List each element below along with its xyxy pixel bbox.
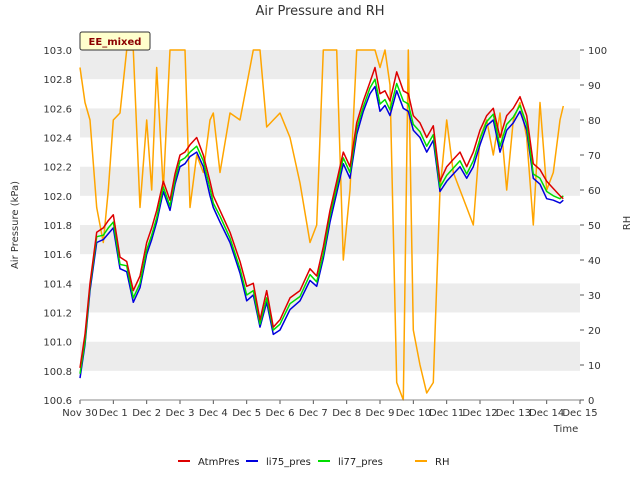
right-tick-label: 10 bbox=[588, 361, 601, 372]
right-axis-label: RH bbox=[622, 216, 633, 230]
x-tick-label: Dec 7 bbox=[299, 408, 328, 419]
station-tag-label: EE_mixed bbox=[89, 37, 142, 48]
series-lines bbox=[79, 49, 565, 401]
left-tick-label: 102.0 bbox=[43, 192, 72, 203]
right-tick-label: 90 bbox=[588, 81, 601, 92]
background-band bbox=[80, 50, 580, 80]
right-tick-label: 20 bbox=[588, 326, 601, 337]
series-line-li75-pres bbox=[79, 85, 564, 379]
x-tick-label: Dec 15 bbox=[562, 408, 597, 419]
x-tick-label: Nov 30 bbox=[62, 408, 97, 419]
legend-label: li77_pres bbox=[338, 457, 383, 468]
station-tag: EE_mixed bbox=[79, 31, 151, 51]
right-tick-label: 60 bbox=[588, 186, 601, 197]
series-line-atmpres bbox=[79, 66, 564, 369]
x-tick-label: Dec 13 bbox=[496, 408, 531, 419]
left-tick-label: 103.0 bbox=[43, 46, 72, 57]
right-tick-label: 30 bbox=[588, 291, 601, 302]
series-line-li77-pres bbox=[79, 78, 564, 374]
left-tick-label: 101.4 bbox=[43, 279, 72, 290]
background-band bbox=[80, 312, 580, 342]
legend-label: AtmPres bbox=[198, 457, 239, 468]
x-tick-label: Dec 10 bbox=[396, 408, 431, 419]
left-tick-label: 100.6 bbox=[43, 396, 72, 407]
left-tick-label: 101.6 bbox=[43, 250, 72, 261]
background-band bbox=[80, 225, 580, 255]
background-band bbox=[80, 254, 580, 284]
left-tick-label: 101.0 bbox=[43, 338, 72, 349]
x-axis-label: Time bbox=[553, 424, 578, 435]
legend: AtmPres li75_pres li77_pres RH bbox=[178, 457, 449, 468]
right-tick-label: 50 bbox=[588, 221, 601, 232]
x-tick-label: Dec 1 bbox=[99, 408, 128, 419]
x-tick-label: Dec 2 bbox=[132, 408, 161, 419]
x-tick-label: Dec 3 bbox=[166, 408, 195, 419]
x-tick-label: Dec 8 bbox=[332, 408, 361, 419]
left-tick-label: 102.4 bbox=[43, 134, 72, 145]
left-tick-label: 101.2 bbox=[43, 309, 72, 320]
background-band bbox=[80, 283, 580, 313]
x-axis-ticks: Nov 30 Dec 1 Dec 2 Dec 3 Dec 4 Dec 5 Dec 6 Dec … bbox=[62, 400, 598, 419]
x-tick-label: Dec 12 bbox=[462, 408, 497, 419]
right-tick-label: 40 bbox=[588, 256, 601, 267]
left-axis-ticks: 100.6 100.8 101.0 101.2 101.4 101.6 101.8 102.0… bbox=[43, 46, 72, 407]
right-tick-label: 100 bbox=[588, 46, 607, 57]
x-tick-label: Dec 4 bbox=[199, 408, 228, 419]
x-tick-label: Dec 11 bbox=[429, 408, 464, 419]
left-tick-label: 102.6 bbox=[43, 104, 72, 115]
right-tick-label: 70 bbox=[588, 151, 601, 162]
station-tag-box bbox=[79, 31, 151, 51]
legend-label: RH bbox=[435, 457, 449, 468]
left-tick-label: 102.8 bbox=[43, 75, 72, 86]
right-tick-label: 80 bbox=[588, 116, 601, 127]
left-tick-label: 100.8 bbox=[43, 367, 72, 378]
background-band bbox=[80, 370, 580, 400]
chart-title: Air Pressure and RH bbox=[255, 4, 384, 19]
background-band bbox=[80, 137, 580, 167]
x-tick-label: Dec 5 bbox=[232, 408, 261, 419]
x-tick-label: Dec 9 bbox=[366, 408, 395, 419]
background-bands bbox=[80, 50, 580, 400]
left-axis-label: Air Pressure (kPa) bbox=[10, 181, 21, 269]
background-band bbox=[80, 341, 580, 371]
x-tick-label: Dec 14 bbox=[529, 408, 564, 419]
right-tick-label: 0 bbox=[588, 396, 594, 407]
right-axis-ticks: 0 10 20 30 40 50 60 70 80 90 100 bbox=[580, 46, 607, 407]
left-tick-label: 102.2 bbox=[43, 163, 72, 174]
background-band bbox=[80, 79, 580, 109]
left-tick-label: 101.8 bbox=[43, 221, 72, 232]
x-tick-label: Dec 6 bbox=[266, 408, 295, 419]
legend-label: li75_pres bbox=[266, 457, 311, 468]
